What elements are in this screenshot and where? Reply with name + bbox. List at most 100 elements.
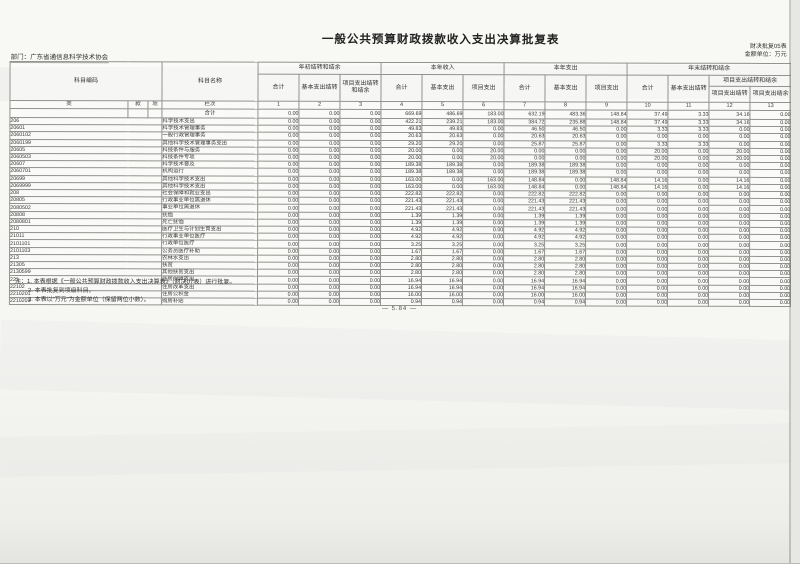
value-cell: 0.00	[544, 183, 586, 192]
value-cell: 0.00	[667, 176, 709, 185]
value-cell: 0.00	[626, 241, 668, 249]
value-cell: 0.00	[339, 175, 381, 184]
subject-name-cell: 医疗卫生与计划生育支出	[161, 225, 258, 234]
value-cell: 25.87	[544, 140, 586, 148]
value-cell: 221.43	[544, 205, 586, 213]
value-cell: 0.00	[298, 276, 340, 285]
value-cell: 183.00	[462, 109, 505, 119]
value-cell: 16.94	[380, 284, 422, 292]
value-cell: 0.00	[298, 255, 340, 263]
value-cell: 0.00	[708, 270, 750, 278]
value-cell: 0.00	[626, 205, 668, 213]
value-cell: 0.00	[339, 233, 381, 241]
value-cell: 0.00	[257, 182, 299, 191]
value-cell: 0.00	[749, 133, 792, 142]
value-cell: 2.80	[380, 255, 422, 263]
value-cell: 0.00	[257, 276, 299, 284]
value-cell: 0.00	[708, 133, 751, 142]
value-cell: 3.25	[421, 241, 463, 249]
value-cell: 16.94	[503, 277, 545, 285]
value-cell: 0.00	[667, 169, 709, 177]
value-cell: 0.00	[339, 132, 381, 141]
value-cell: 0.00	[708, 234, 750, 242]
value-cell: 0.00	[749, 292, 791, 300]
value-cell: 0.00	[257, 233, 299, 241]
value-cell: 0.00	[667, 256, 709, 264]
value-cell: 0.00	[749, 177, 791, 185]
value-cell: 0.00	[585, 277, 627, 285]
value-cell: 0.00	[667, 270, 709, 278]
value-cell: 0.00	[298, 262, 340, 270]
value-cell: 3.33	[668, 126, 710, 134]
header-subgroup: 项目支出结转和结余	[709, 75, 792, 87]
value-cell: 0.00	[257, 204, 299, 212]
value-cell: 0.00	[626, 169, 668, 177]
value-cell: 0.00	[462, 284, 504, 292]
value-cell: 14.16	[626, 176, 668, 185]
value-cell: 0.00	[667, 220, 709, 228]
value-cell: 3.25	[503, 241, 545, 249]
total-label-cell: 合计	[161, 108, 258, 119]
value-cell: 0.00	[749, 277, 791, 286]
value-cell: 4.92	[421, 233, 463, 242]
header-column: 合计	[627, 75, 669, 103]
value-cell: 0.00	[708, 169, 750, 178]
subject-name-cell: 其他扶贫支出	[161, 269, 258, 277]
subject-name-cell: 机构运行	[161, 168, 258, 176]
value-cell: 235.88	[545, 118, 587, 127]
value-cell: 0.00	[339, 139, 381, 148]
value-cell: 0.00	[462, 255, 504, 263]
subject-name-cell: 农林水支出	[161, 254, 258, 263]
column-number-cell: 7	[504, 101, 546, 110]
value-cell: 0.00	[298, 183, 340, 191]
code-cell	[147, 108, 162, 118]
value-cell: 0.00	[462, 219, 504, 227]
value-cell: 0.00	[585, 241, 627, 249]
value-cell: 0.00	[298, 240, 340, 248]
value-cell: 34.16	[709, 110, 751, 120]
value-cell: 0.00	[749, 285, 791, 293]
lanci-cell: 栏次	[161, 100, 259, 110]
value-cell: 20.00	[626, 147, 668, 156]
value-cell: 0.00	[257, 132, 299, 140]
value-cell: 0.00	[339, 240, 381, 249]
value-cell: 0.00	[257, 218, 299, 227]
value-cell: 20.00	[462, 154, 504, 162]
value-cell: 1.39	[503, 212, 545, 220]
value-cell: 0.00	[257, 269, 299, 277]
table-body: 合计 0.00 0.00 0.00 669.69 486.69 183.00 632.19 48…	[9, 108, 792, 307]
value-cell: 0.00	[667, 227, 709, 235]
value-cell: 0.00	[708, 227, 750, 235]
value-cell: 0.00	[667, 284, 709, 293]
value-cell: 0.00	[339, 109, 382, 119]
value-cell: 0.00	[257, 283, 299, 292]
value-cell: 0.00	[626, 284, 668, 293]
value-cell: 0.00	[462, 205, 504, 213]
value-cell: 189.38	[421, 161, 463, 170]
value-cell: 0.00	[750, 119, 792, 127]
header-column: 项目支出结转	[709, 86, 751, 103]
value-cell: 0.00	[708, 277, 750, 286]
paper-margin	[791, 0, 800, 563]
value-cell: 0.00	[585, 162, 627, 170]
value-cell: 2.80	[503, 262, 545, 271]
header-subject-code: 科目编码	[9, 61, 163, 101]
value-cell: 189.38	[503, 161, 545, 170]
header-column: 项目支出	[463, 74, 505, 102]
header-column: 基本支出结转	[299, 74, 341, 102]
value-cell: 0.00	[298, 247, 340, 256]
header-row-groups: 科目编码 科目名称 年初结转和结余 本年收入 本年支出 年末结转和结余	[9, 61, 792, 102]
value-cell: 0.00	[298, 269, 340, 277]
value-cell: 0.00	[749, 241, 791, 250]
subject-name-cell: 科学技术管理事务	[161, 125, 258, 133]
value-cell: 0.00	[298, 139, 340, 148]
value-cell: 20.00	[626, 155, 668, 163]
value-cell: 0.00	[585, 155, 627, 163]
value-cell: 0.00	[749, 227, 791, 235]
value-cell: 3.33	[667, 140, 709, 149]
value-cell: 221.43	[380, 197, 422, 205]
value-cell: 4.92	[544, 234, 586, 242]
value-cell: 0.00	[257, 254, 299, 263]
value-cell: 0.00	[339, 168, 381, 177]
value-cell: 0.00	[626, 219, 668, 228]
